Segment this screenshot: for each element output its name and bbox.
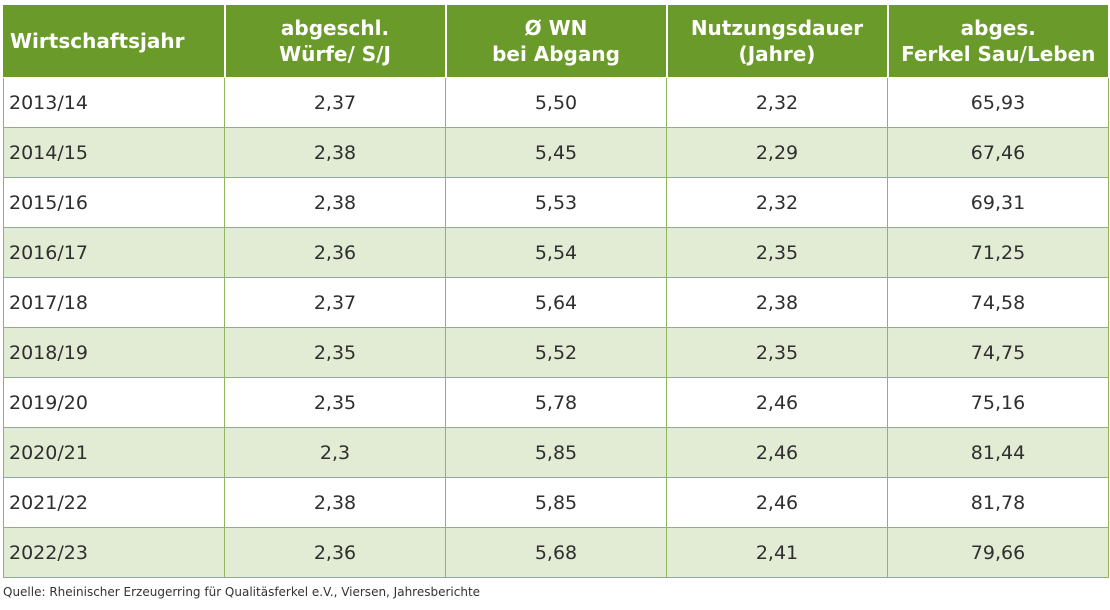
year-cell: 2022/23 [3, 527, 225, 578]
source-note: Quelle: Rheinischer Erzeugerring für Qua… [3, 585, 481, 599]
value-cell: 71,25 [887, 227, 1109, 278]
value-cell: 5,78 [445, 377, 667, 428]
value-cell: 2,36 [224, 227, 446, 278]
header-wn: Ø WN bei Abgang [444, 4, 667, 78]
year-cell: 2019/20 [3, 377, 225, 428]
value-cell: 2,35 [224, 377, 446, 428]
value-cell: 2,38 [224, 127, 446, 178]
value-cell: 75,16 [887, 377, 1109, 428]
value-cell: 5,85 [445, 427, 667, 478]
year-cell: 2015/16 [3, 177, 225, 228]
value-cell: 5,64 [445, 277, 667, 328]
header-text-line: Wirtschaftsjahr [10, 29, 185, 53]
table-row: 2015/16 2,38 5,53 2,32 69,31 [3, 177, 1109, 228]
header-ferkel: abges. Ferkel Sau/Leben [886, 4, 1109, 78]
value-cell: 2,46 [666, 427, 888, 478]
value-cell: 2,38 [224, 177, 446, 228]
table-body: 2013/14 2,37 5,50 2,32 65,93 2014/15 2,38 5,45 2… [3, 77, 1109, 578]
value-cell: 65,93 [887, 77, 1109, 128]
year-cell: 2020/21 [3, 427, 225, 478]
table-row: 2013/14 2,37 5,50 2,32 65,93 [3, 77, 1109, 128]
header-row: Wirtschaftsjahr abgeschl. Würfe/ S/J Ø WN be… [3, 4, 1109, 78]
header-wuerfe: abgeschl. Würfe/ S/J [223, 4, 446, 78]
year-cell: 2017/18 [3, 277, 225, 328]
table-row: 2018/19 2,35 5,52 2,35 74,75 [3, 327, 1109, 378]
header-wirtschaftsjahr: Wirtschaftsjahr [3, 4, 225, 78]
value-cell: 2,46 [666, 377, 888, 428]
year-cell: 2014/15 [3, 127, 225, 178]
header-text-line: Ferkel Sau/Leben [901, 42, 1096, 66]
value-cell: 2,32 [666, 177, 888, 228]
value-cell: 81,78 [887, 477, 1109, 528]
value-cell: 2,3 [224, 427, 446, 478]
value-cell: 2,35 [666, 227, 888, 278]
value-cell: 74,58 [887, 277, 1109, 328]
table-row: 2017/18 2,37 5,64 2,38 74,58 [3, 277, 1109, 328]
value-cell: 2,35 [224, 327, 446, 378]
header-text-line: abgeschl. [280, 16, 390, 40]
header-text-line: bei Abgang [492, 42, 620, 66]
table-row: 2022/23 2,36 5,68 2,41 79,66 [3, 527, 1109, 578]
value-cell: 2,32 [666, 77, 888, 128]
header-text-line: abges. [960, 16, 1036, 40]
data-table: Wirtschaftsjahr abgeschl. Würfe/ S/J Ø WN be… [3, 4, 1109, 578]
header-text-line: Ø WN [524, 16, 588, 40]
value-cell: 2,46 [666, 477, 888, 528]
value-cell: 69,31 [887, 177, 1109, 228]
header-text-line: Würfe/ S/J [279, 42, 391, 66]
value-cell: 5,52 [445, 327, 667, 378]
value-cell: 5,50 [445, 77, 667, 128]
value-cell: 2,41 [666, 527, 888, 578]
year-cell: 2021/22 [3, 477, 225, 528]
value-cell: 2,29 [666, 127, 888, 178]
value-cell: 5,53 [445, 177, 667, 228]
value-cell: 2,37 [224, 77, 446, 128]
table-header: Wirtschaftsjahr abgeschl. Würfe/ S/J Ø WN be… [3, 4, 1109, 78]
table-row: 2016/17 2,36 5,54 2,35 71,25 [3, 227, 1109, 278]
header-nutzungsdauer: Nutzungsdauer (Jahre) [665, 4, 888, 78]
year-cell: 2018/19 [3, 327, 225, 378]
data-table-container: Wirtschaftsjahr abgeschl. Würfe/ S/J Ø WN be… [3, 4, 1109, 578]
year-cell: 2013/14 [3, 77, 225, 128]
header-text-line: Nutzungsdauer [690, 16, 864, 40]
value-cell: 2,38 [224, 477, 446, 528]
table-row: 2019/20 2,35 5,78 2,46 75,16 [3, 377, 1109, 428]
header-text-line: (Jahre) [738, 42, 816, 66]
value-cell: 79,66 [887, 527, 1109, 578]
value-cell: 5,68 [445, 527, 667, 578]
table-row: 2020/21 2,3 5,85 2,46 81,44 [3, 427, 1109, 478]
value-cell: 67,46 [887, 127, 1109, 178]
table-row: 2014/15 2,38 5,45 2,29 67,46 [3, 127, 1109, 178]
value-cell: 81,44 [887, 427, 1109, 478]
table-row: 2021/22 2,38 5,85 2,46 81,78 [3, 477, 1109, 528]
value-cell: 2,38 [666, 277, 888, 328]
year-cell: 2016/17 [3, 227, 225, 278]
value-cell: 2,35 [666, 327, 888, 378]
value-cell: 5,45 [445, 127, 667, 178]
value-cell: 5,54 [445, 227, 667, 278]
value-cell: 5,85 [445, 477, 667, 528]
value-cell: 2,37 [224, 277, 446, 328]
value-cell: 74,75 [887, 327, 1109, 378]
value-cell: 2,36 [224, 527, 446, 578]
